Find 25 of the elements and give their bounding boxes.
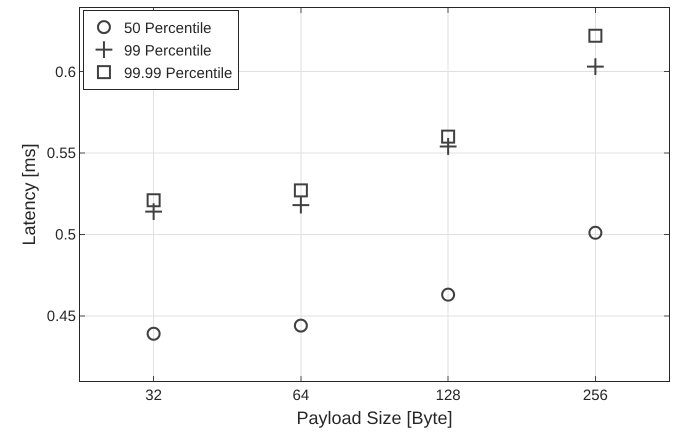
y-axis-title: Latency [ms] [18,143,39,246]
point [146,193,161,208]
point [441,288,456,302]
x-tick-label: 256 [582,387,608,404]
point [586,57,605,76]
point [438,137,458,156]
point [294,183,308,198]
point [144,202,164,221]
point [588,28,602,43]
point [588,226,602,240]
x-tick-label: 64 [292,387,310,404]
y-tick-label: 0.6 [55,64,76,81]
legend-label: 99 Percentile [124,42,212,60]
x-tick-label: 32 [145,387,162,404]
y-tick-label: 0.55 [46,145,76,162]
x-axis-title: Payload Size [Byte] [296,408,453,428]
legend-label: 99.99 Percentile [124,64,232,82]
point [294,318,308,333]
x-tick-label: 128 [436,387,461,404]
y-tick-label: 0.5 [55,226,76,244]
point [146,326,161,341]
point [441,130,456,144]
legend-label: 50 Percentile [124,20,212,37]
y-tick-label: 0.45 [46,308,76,326]
point [291,196,310,214]
